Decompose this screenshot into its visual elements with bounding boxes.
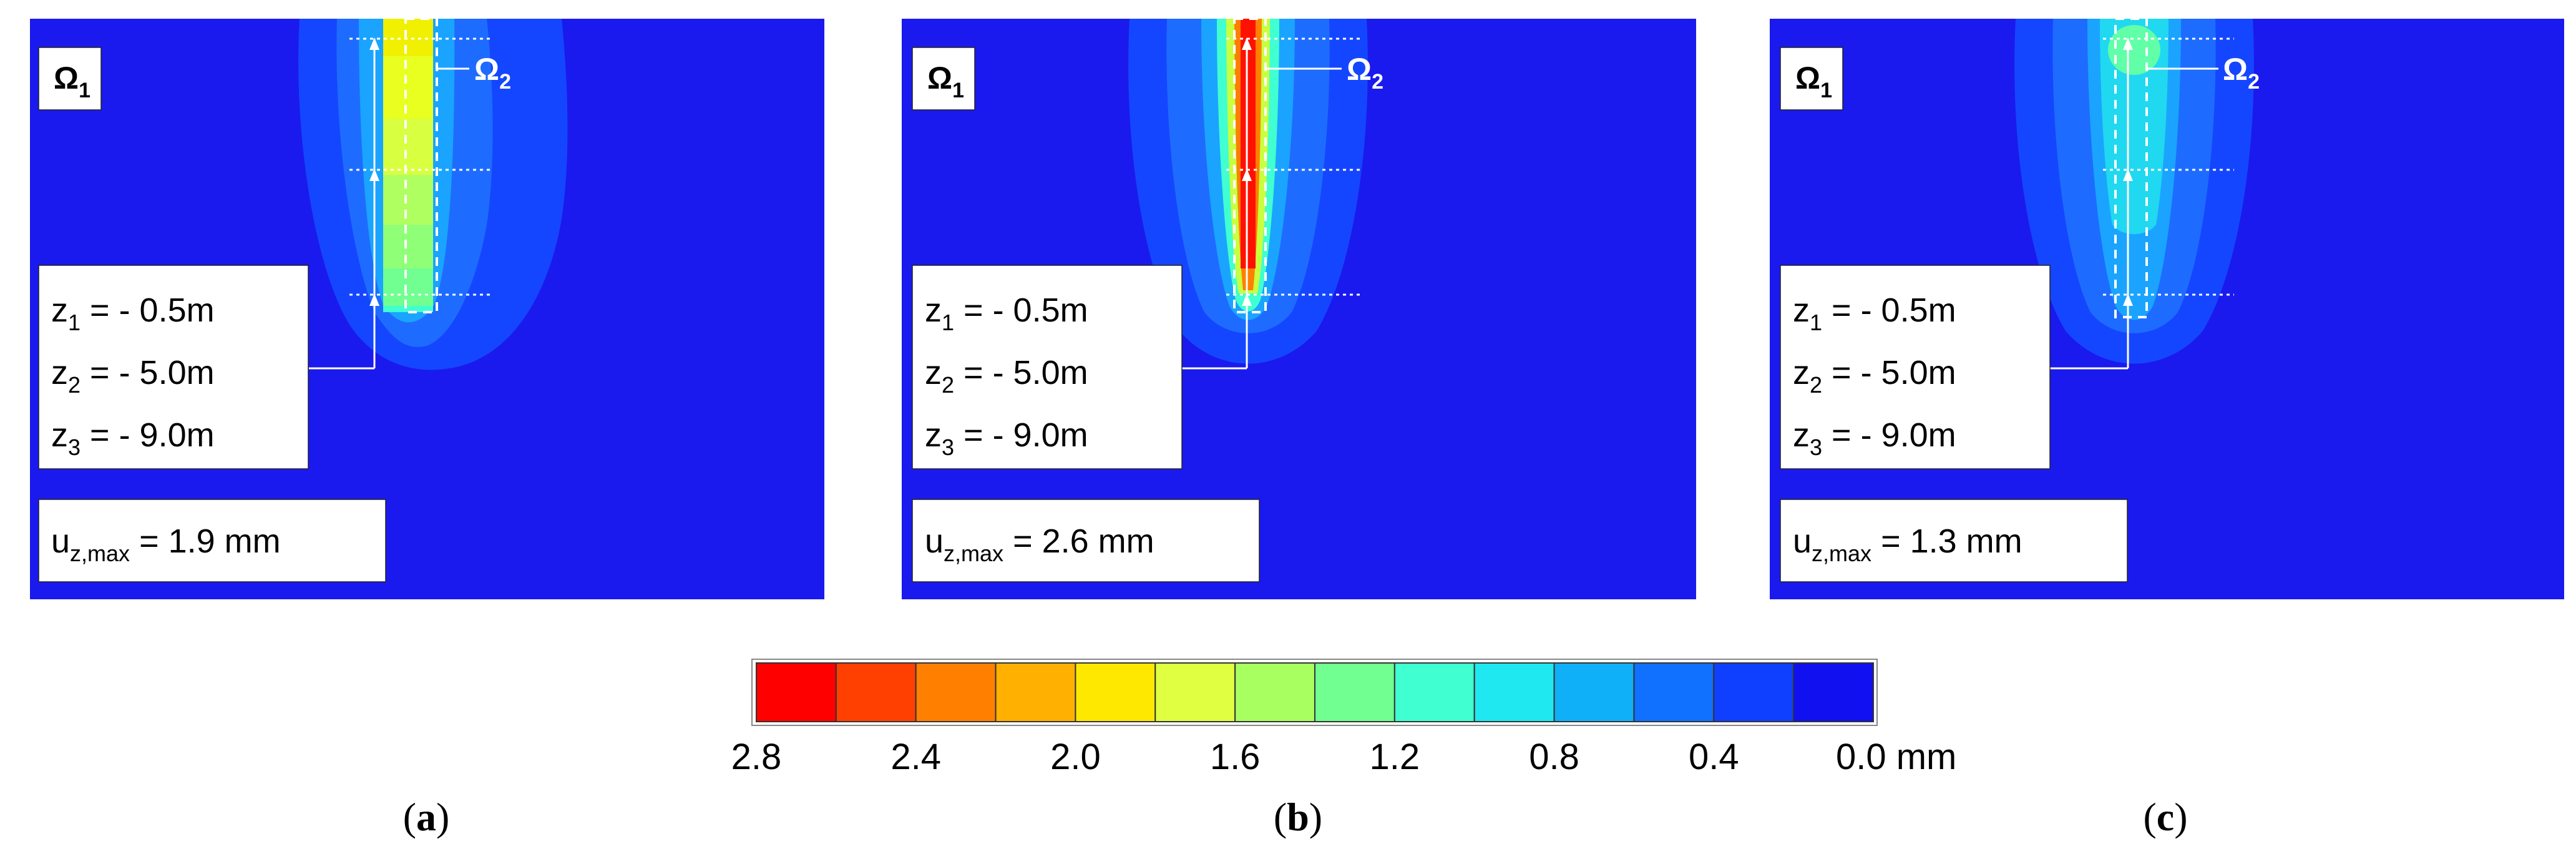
depth-z1-label: z1 = - 0.5m — [1793, 292, 1956, 335]
umax-label: uz,max = 2.6 mm — [925, 523, 1154, 566]
colorbar-tick-label: 0.4 — [1689, 737, 1739, 777]
arrow-head-z3 — [2123, 293, 2133, 306]
depth-z3-label: z3 = - 9.0m — [925, 416, 1088, 460]
colorbar-ticks: 2.8 2.4 2.0 1.6 1.2 0.8 0.4 0.0 mm — [731, 737, 1957, 777]
arrow-head-z1 — [1242, 37, 1252, 50]
depth-legend-box — [912, 265, 1183, 469]
omega2-boundary — [2114, 19, 2148, 318]
omega2-label: Ω2 — [1347, 52, 1383, 94]
depth-z2-label: z2 = - 5.0m — [1793, 354, 1956, 398]
colorbar-tick-label: 2.0 — [1050, 737, 1101, 777]
umax-box — [38, 499, 386, 582]
umax-label: uz,max = 1.9 mm — [51, 523, 281, 566]
arrow-head-z3 — [1242, 293, 1252, 306]
arrow-head-z2 — [369, 169, 379, 181]
displacement-zone-core — [2100, 19, 2169, 234]
colorbar-cell — [1393, 662, 1475, 722]
colorbar-tick-label: 2.8 — [731, 737, 782, 777]
depth-z3-label: z3 = - 9.0m — [1793, 416, 1956, 460]
colorbar-cell — [1793, 662, 1874, 722]
omega1-box — [38, 47, 102, 110]
colorbar-cells — [756, 662, 1874, 722]
colorbar-tick-label: 0.0 mm — [1836, 737, 1956, 777]
colorbar-cell — [915, 662, 997, 722]
depth-z2-label: z2 = - 5.0m — [925, 354, 1088, 398]
panel-a: Ω2 Ω1 z1 = - 0.5m z2 = - 5.0m z3 = - 9.0… — [30, 19, 824, 839]
panel-caption-b: (b) — [1274, 795, 1322, 839]
arrow-head-z1 — [2123, 37, 2133, 50]
pile-band-2 — [383, 56, 433, 119]
omega1-label: Ω1 — [1795, 61, 1832, 102]
colorbar-tick-label: 1.2 — [1370, 737, 1420, 777]
colorbar-tick-label: 2.4 — [890, 737, 941, 777]
omega2-boundary — [1233, 19, 1267, 313]
pile-band-4 — [383, 175, 433, 225]
umax-label: uz,max = 1.3 mm — [1793, 523, 2022, 566]
colorbar-cell — [1154, 662, 1236, 722]
depth-legend-box — [1780, 265, 2051, 469]
pile-core — [1241, 19, 1256, 268]
colorbar-tick-label: 0.8 — [1529, 737, 1579, 777]
omega1-label: Ω1 — [927, 61, 964, 102]
arrow-head-z3 — [369, 293, 379, 306]
omega2-label: Ω2 — [2223, 52, 2260, 94]
pile-band-6 — [383, 268, 433, 306]
omega1-label: Ω1 — [54, 61, 90, 102]
colorbar-cell — [995, 662, 1076, 722]
arrow-head-z2 — [2123, 169, 2133, 181]
depth-z3-label: z3 = - 9.0m — [51, 416, 215, 460]
depth-z1-label: z1 = - 0.5m — [51, 292, 215, 335]
colorbar-cell — [1553, 662, 1635, 722]
colorbar-cell — [756, 662, 837, 722]
umax-box — [912, 499, 1260, 582]
colorbar-cell — [1075, 662, 1156, 722]
colorbar: 2.8 2.4 2.0 1.6 1.2 0.8 0.4 0.0 mm — [731, 659, 1957, 777]
omega2-boundary — [404, 19, 438, 313]
panel-b: Ω2 Ω1 z1 = - 0.5m z2 = - 5.0m z3 = - 9.0… — [902, 19, 1696, 839]
colorbar-cell — [1713, 662, 1795, 722]
colorbar-cell — [1234, 662, 1315, 722]
depth-z2-label: z2 = - 5.0m — [51, 354, 215, 398]
panel-c: Ω2 Ω1 z1 = - 0.5m z2 = - 5.0m z3 = - 9.0… — [1770, 19, 2564, 839]
panel-caption-c: (c) — [2143, 795, 2187, 839]
colorbar-tick-label: 1.6 — [1210, 737, 1261, 777]
omega2-label: Ω2 — [474, 52, 511, 94]
pile-band-7 — [383, 306, 433, 312]
pile-band-1 — [383, 19, 433, 56]
depth-z1-label: z1 = - 0.5m — [925, 292, 1088, 335]
panel-caption-a: (a) — [403, 795, 450, 839]
omega1-box — [1780, 47, 1843, 110]
colorbar-cell — [1633, 662, 1715, 722]
pile-band-5 — [383, 225, 433, 268]
omega1-box — [912, 47, 975, 110]
colorbar-cell — [1314, 662, 1395, 722]
depth-legend-box — [38, 265, 309, 469]
arrow-head-z1 — [369, 37, 379, 50]
arrow-head-z2 — [1242, 169, 1252, 181]
colorbar-cell — [835, 662, 917, 722]
pile-band-3 — [383, 119, 433, 175]
colorbar-cell — [1473, 662, 1555, 722]
umax-box — [1780, 499, 2128, 582]
